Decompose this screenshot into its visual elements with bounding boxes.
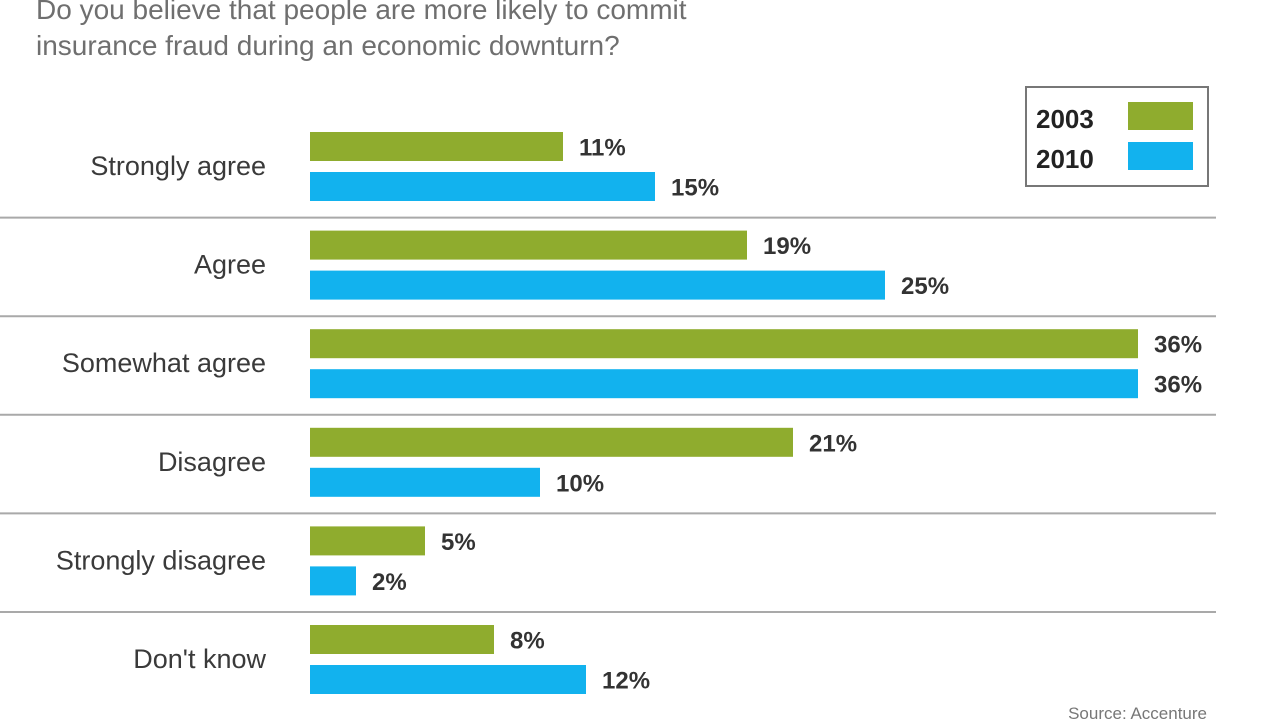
value-label-2003-strongly-disagree: 5% xyxy=(441,529,476,556)
bar-2010-strongly-agree xyxy=(310,172,655,201)
value-label-2003-don-t-know: 8% xyxy=(510,628,545,655)
category-label-strongly-disagree: Strongly disagree xyxy=(56,545,266,575)
value-label-2010-strongly-agree: 15% xyxy=(671,175,719,202)
bar-2003-strongly-agree xyxy=(310,132,563,161)
category-label-disagree: Disagree xyxy=(158,447,266,477)
value-label-2010-somewhat-agree: 36% xyxy=(1154,372,1202,399)
category-label-strongly-agree: Strongly agree xyxy=(90,151,266,181)
legend-label-2003: 2003 xyxy=(1036,104,1094,134)
bar-2003-strongly-disagree xyxy=(310,526,425,556)
source-note: Source: Accenture xyxy=(1068,704,1207,720)
value-label-2003-agree: 19% xyxy=(763,233,811,260)
chart-title-line-2: insurance fraud during an economic downt… xyxy=(36,30,620,61)
bar-2010-agree xyxy=(310,270,885,300)
value-label-2003-somewhat-agree: 36% xyxy=(1154,332,1202,359)
chart-title: Do you believe that people are more like… xyxy=(36,0,936,64)
value-label-2010-agree: 25% xyxy=(901,273,949,300)
value-label-2010-strongly-disagree: 2% xyxy=(372,569,407,596)
legend-swatch-2010 xyxy=(1128,142,1193,170)
bar-2010-somewhat-agree xyxy=(310,369,1138,399)
chart-title-line-1: Do you believe that people are more like… xyxy=(36,0,687,25)
value-label-2003-strongly-agree: 11% xyxy=(579,135,626,162)
bar-2003-agree xyxy=(310,230,747,260)
bar-2003-don-t-know xyxy=(310,625,494,654)
value-label-2010-don-t-know: 12% xyxy=(602,668,650,695)
legend-swatch-2003 xyxy=(1128,102,1193,130)
category-label-don-t-know: Don't know xyxy=(133,644,266,674)
value-label-2010-disagree: 10% xyxy=(556,470,604,497)
value-label-2003-disagree: 21% xyxy=(809,430,857,457)
bar-2010-disagree xyxy=(310,467,540,497)
bar-2010-don-t-know xyxy=(310,665,586,694)
bar-2010-strongly-disagree xyxy=(310,566,356,596)
legend-label-2010: 2010 xyxy=(1036,144,1094,174)
legend: 2003 2010 xyxy=(1025,86,1209,187)
category-label-agree: Agree xyxy=(194,250,266,280)
plot-area: Strongly agree 11% 15% Agree 19% 25% Somewhat … xyxy=(0,132,1216,695)
category-label-somewhat-agree: Somewhat agree xyxy=(62,348,266,378)
bar-2003-disagree xyxy=(310,427,793,457)
bar-2003-somewhat-agree xyxy=(310,329,1138,359)
